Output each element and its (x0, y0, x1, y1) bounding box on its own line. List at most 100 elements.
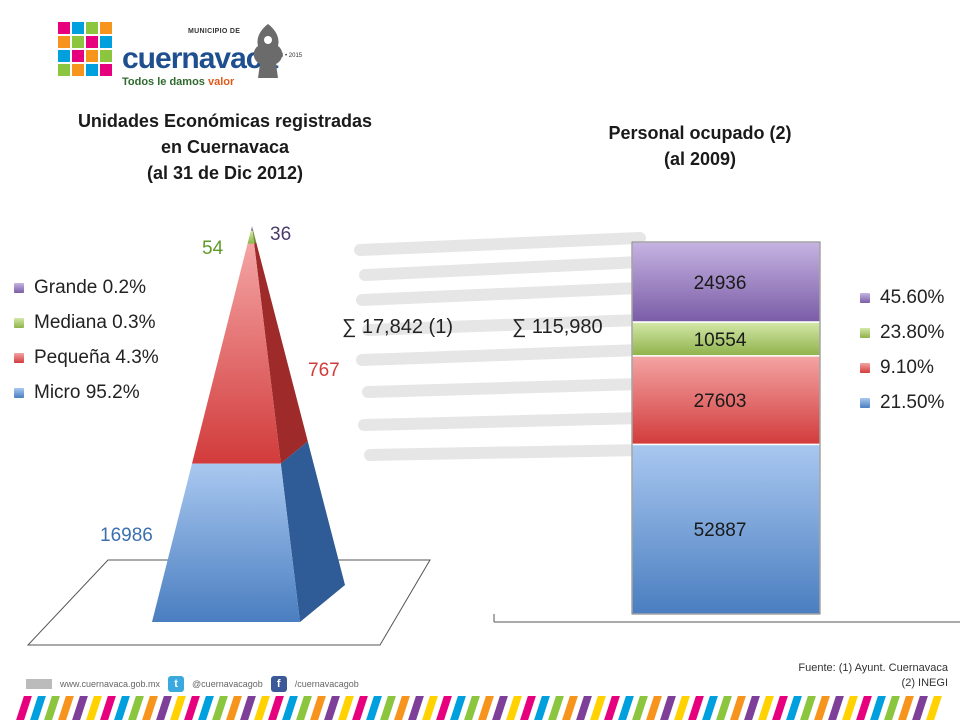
pyramid-segment (247, 230, 255, 244)
twitter-icon: t (168, 676, 185, 692)
legend-item: Pequeña 4.3% (14, 340, 159, 375)
stripe (660, 696, 676, 720)
stripe (296, 696, 312, 720)
logo-years: 2013 • 2015 (270, 53, 303, 59)
stripe (534, 696, 550, 720)
stripe (128, 696, 144, 720)
stripe (744, 696, 760, 720)
stripe (100, 696, 116, 720)
decorative-brush-strokes (354, 232, 646, 461)
legend-item: 23.80% (860, 315, 944, 350)
footer-social-links: www.cuernavaca.gob.mx t @cuernavacagob f… (26, 676, 359, 692)
stripe (352, 696, 368, 720)
chart1-title: Unidades Económicas registradas en Cuern… (77, 111, 373, 183)
stripe (842, 696, 858, 720)
stripe (912, 696, 928, 720)
stripe (170, 696, 186, 720)
stripe (632, 696, 648, 720)
chart2-legend: 45.60% 23.80% 9.10% 21.50% (860, 280, 944, 420)
stripe (114, 696, 130, 720)
stripe (338, 696, 354, 720)
stripe (870, 696, 886, 720)
pyramid-segment (250, 226, 253, 231)
stripe (30, 696, 46, 720)
municipality-logo: MUNICIPIO DE 2013 • 2015 cuernavaca Todo… (58, 20, 308, 88)
stripe (772, 696, 788, 720)
legend-item: Mediana 0.3% (14, 305, 159, 340)
coat-of-arms-icon (253, 24, 283, 78)
logo-tagline: Todos le damos valor (122, 76, 235, 88)
stripe (716, 696, 732, 720)
facebook-icon: f (270, 676, 287, 692)
stripe (576, 696, 592, 720)
stripe (506, 696, 522, 720)
source-line-2: (2) INEGI (901, 677, 948, 689)
stripe (702, 696, 718, 720)
stripe (730, 696, 746, 720)
pyramid-data-labels: 36 54 767 16986 (100, 224, 340, 546)
data-label: 24936 (694, 273, 747, 294)
data-label: 52887 (694, 520, 747, 541)
data-label: 16986 (100, 525, 153, 546)
data-label: 767 (308, 360, 340, 381)
data-label: 27603 (694, 391, 747, 412)
data-label: 10554 (694, 330, 747, 351)
logo-municipio-text: MUNICIPIO DE (188, 28, 241, 35)
stripe (898, 696, 914, 720)
stripe (464, 696, 480, 720)
stripe (436, 696, 452, 720)
chart1-sum-annotation: ∑ 17,842 (1) (342, 316, 453, 338)
stripe (422, 696, 438, 720)
pyramid-chart (152, 226, 345, 622)
stripe (520, 696, 536, 720)
logo-name: cuernavaca (122, 42, 278, 75)
facebook-link[interactable]: /cuernavacagob (294, 679, 359, 689)
chart1-legend: Grande 0.2% Mediana 0.3% Pequeña 4.3% Mi… (14, 270, 159, 410)
stripe (758, 696, 774, 720)
stripe (310, 696, 326, 720)
stripe (548, 696, 564, 720)
pyramid-segment (152, 463, 300, 622)
stacked-bar-chart: 52887 27603 10554 24936 (631, 241, 821, 615)
stripe (604, 696, 620, 720)
footer-mosaic-icon (26, 679, 52, 689)
chart2-title: Personal ocupado (2) (al 2009) (608, 123, 792, 169)
source-note: Fuente: (1) Ayunt. Cuernavaca (2) INEGI (798, 662, 948, 689)
source-line-1: Fuente: (1) Ayunt. Cuernavaca (798, 662, 948, 674)
stripe (58, 696, 74, 720)
pyramid-segment (192, 243, 281, 464)
legend-item: 45.60% (860, 280, 944, 315)
stripe (590, 696, 606, 720)
stripe (226, 696, 242, 720)
pyramid-segment-side (252, 230, 257, 244)
legend-item: Grande 0.2% (14, 270, 159, 305)
pyramid-segment-side (252, 226, 254, 231)
stripe (184, 696, 200, 720)
stripe (450, 696, 466, 720)
stripe (926, 696, 942, 720)
stripe (814, 696, 830, 720)
logo-mosaic-icon (58, 22, 112, 76)
stripe (16, 696, 32, 720)
stripe (324, 696, 340, 720)
stripe (394, 696, 410, 720)
stripe (240, 696, 256, 720)
twitter-link[interactable]: @cuernavacagob (192, 679, 263, 689)
stripe (856, 696, 872, 720)
stripe (156, 696, 172, 720)
stripe (254, 696, 270, 720)
bar-segment (631, 321, 821, 357)
stripe (86, 696, 102, 720)
stripe (380, 696, 396, 720)
stripe (142, 696, 158, 720)
legend-item: 21.50% (860, 385, 944, 420)
stripe (786, 696, 802, 720)
stripe (212, 696, 228, 720)
stripe (800, 696, 816, 720)
stripe (688, 696, 704, 720)
bar-outline (631, 241, 821, 615)
stripe (674, 696, 690, 720)
stripe (618, 696, 634, 720)
website-link[interactable]: www.cuernavaca.gob.mx (60, 679, 161, 689)
